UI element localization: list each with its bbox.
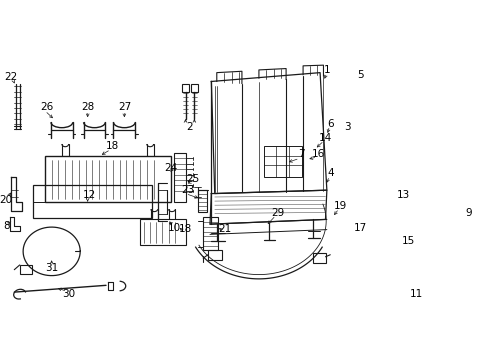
Bar [20,265,32,274]
Text: 17: 17 [353,222,366,233]
Text: 3: 3 [343,122,350,132]
Text: 5: 5 [357,70,364,80]
Text: 7: 7 [297,149,304,159]
Bar [264,146,301,177]
Bar [207,250,221,260]
Text: 23: 23 [181,185,194,195]
Bar [191,84,197,92]
Text: 2: 2 [186,122,193,132]
Text: 22: 22 [4,72,18,82]
Text: 6: 6 [327,119,334,129]
Bar [33,185,152,218]
Bar [203,217,218,250]
Text: 18: 18 [179,224,192,234]
Text: 10: 10 [167,222,180,233]
Text: 24: 24 [163,163,177,173]
Text: 15: 15 [401,236,414,246]
Text: 27: 27 [118,102,131,112]
Text: 26: 26 [40,102,53,112]
Bar [174,153,186,202]
Text: 20: 20 [0,195,13,206]
Bar [45,156,170,202]
Bar [140,219,186,245]
Text: 25: 25 [186,174,199,184]
Text: 14: 14 [318,133,331,143]
Text: 13: 13 [396,190,409,200]
Text: 12: 12 [82,190,96,200]
Text: 29: 29 [271,208,284,217]
Text: 16: 16 [311,149,325,159]
Text: 31: 31 [45,263,58,273]
Text: 28: 28 [81,102,94,112]
Text: 18: 18 [106,141,119,151]
Bar [313,253,325,263]
Text: 21: 21 [218,224,231,234]
Bar [182,84,188,92]
Text: 30: 30 [62,289,75,299]
Text: 1: 1 [323,65,329,75]
Text: 4: 4 [327,168,334,178]
Text: 19: 19 [333,201,346,211]
Text: 9: 9 [464,208,470,217]
Text: 8: 8 [3,221,9,231]
Text: 11: 11 [409,289,422,299]
Bar [197,190,207,212]
